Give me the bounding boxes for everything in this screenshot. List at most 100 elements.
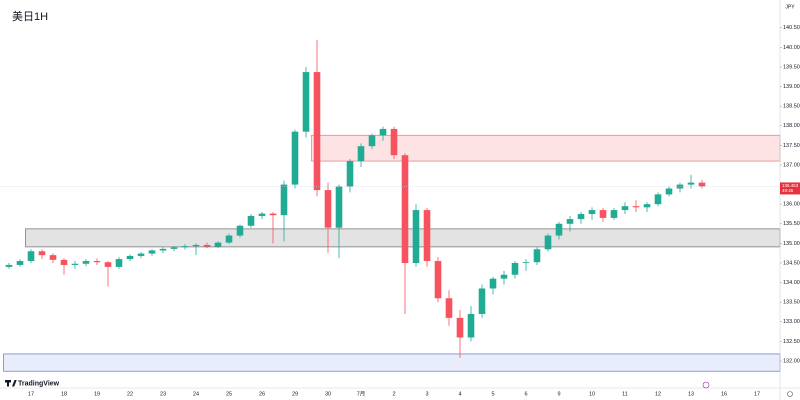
candle-body (115, 259, 123, 267)
candle-body (522, 262, 530, 264)
candle-body (159, 248, 167, 251)
plot (0, 39, 781, 372)
y-tick-label: 139.000 (783, 84, 800, 90)
candle-body (445, 298, 453, 318)
candle-body (181, 246, 189, 248)
y-tick-label: 139.500 (783, 64, 800, 70)
candle-body (258, 213, 266, 216)
candle-body (489, 278, 497, 289)
candle-body (423, 210, 431, 262)
candle-body (577, 213, 585, 220)
candle-body (390, 128, 398, 156)
candle-body (214, 242, 222, 247)
x-tick-label: 17 (754, 391, 760, 397)
candle-body (401, 155, 409, 263)
y-tick-label: 137.500 (783, 143, 800, 149)
candle-body (170, 247, 178, 249)
x-tick-label: 9 (557, 391, 560, 397)
candle-body (621, 206, 629, 211)
event-marker (702, 381, 710, 389)
x-tick-label: 24 (193, 391, 199, 397)
brand-icon (5, 380, 17, 387)
candle-body (588, 210, 596, 214)
candle-body (93, 261, 101, 263)
candle-body (511, 262, 519, 275)
candle-body (555, 223, 563, 236)
candle-body (60, 259, 68, 265)
x-tick-label: 6 (524, 391, 527, 397)
candle-body (16, 261, 24, 265)
candle-body (456, 317, 464, 338)
candle-body (137, 253, 145, 256)
candle-body (698, 182, 706, 187)
y-tick-label: 140.000 (783, 45, 800, 51)
candle-body (379, 128, 387, 136)
y-tick-label: 140.500 (783, 25, 800, 31)
candle-body (82, 261, 90, 264)
countdown-label: 49:45 (782, 188, 794, 193)
candle-body (203, 244, 211, 247)
candle-body (654, 194, 662, 205)
candle-body (346, 161, 354, 187)
candle-body (478, 288, 486, 314)
currency-label: JPY (785, 4, 795, 10)
zone (311, 134, 781, 162)
x-tick-label: 13 (688, 391, 694, 397)
x-tick-label: 7月 (357, 390, 366, 397)
candle-body (544, 235, 552, 250)
candle-body (324, 190, 332, 228)
x-tick-label: 10 (589, 391, 595, 397)
x-tick-label: 17 (28, 391, 34, 397)
x-tick-label: 25 (226, 391, 232, 397)
y-tick-label: 136.000 (783, 202, 800, 208)
candle-body (71, 263, 79, 265)
x-tick-label: 3 (425, 391, 428, 397)
candle-body (302, 72, 310, 132)
x-tick-label: 26 (259, 391, 265, 397)
price-tag (780, 182, 800, 195)
candle-body (599, 210, 607, 218)
candle-body (291, 131, 299, 185)
y-tick-label: 135.500 (783, 221, 800, 227)
chart-title: 美日1H (12, 10, 48, 23)
candle-body (104, 262, 112, 267)
candle-body (192, 244, 200, 247)
y-tick-label: 135.000 (783, 241, 800, 247)
y-tick-label: 137.000 (783, 162, 800, 168)
x-tick-label: 19 (94, 391, 100, 397)
candle-body (38, 251, 46, 256)
y-tick-label: 138.000 (783, 123, 800, 129)
zone (3, 353, 781, 372)
candle-body (49, 255, 57, 260)
settings-icon[interactable] (787, 391, 793, 397)
candle-body (335, 186, 343, 228)
candle-body (247, 215, 255, 226)
candle-body (610, 210, 618, 218)
x-tick-label: 22 (127, 391, 133, 397)
brand-name: TradingView (18, 380, 60, 387)
candle-body (269, 213, 277, 216)
x-tick-label: 30 (325, 391, 331, 397)
y-tick-label: 133.000 (783, 319, 800, 325)
y-tick-label: 134.500 (783, 260, 800, 266)
candle-body (357, 146, 365, 162)
y-tick-label: 133.500 (783, 300, 800, 306)
candle-body (5, 264, 13, 267)
candle-body (368, 135, 376, 147)
x-tick-label: 2 (392, 391, 395, 397)
candle-body (434, 261, 442, 299)
x-tick-label: 11 (622, 391, 628, 397)
x-tick-label: 4 (458, 391, 461, 397)
price-tag-label: 136.453 (782, 183, 799, 188)
x-tick-label: 5 (491, 391, 494, 397)
brand-logo: TradingView (5, 380, 60, 387)
candle-body (467, 313, 475, 338)
x-tick-label: 16 (721, 391, 727, 397)
candle-body (225, 235, 233, 243)
candle-body (566, 219, 574, 224)
candle-body (148, 250, 156, 254)
y-tick-label: 132.000 (783, 358, 800, 364)
candle-body (280, 184, 288, 216)
candle-body (126, 255, 134, 260)
candle-body (412, 210, 420, 263)
